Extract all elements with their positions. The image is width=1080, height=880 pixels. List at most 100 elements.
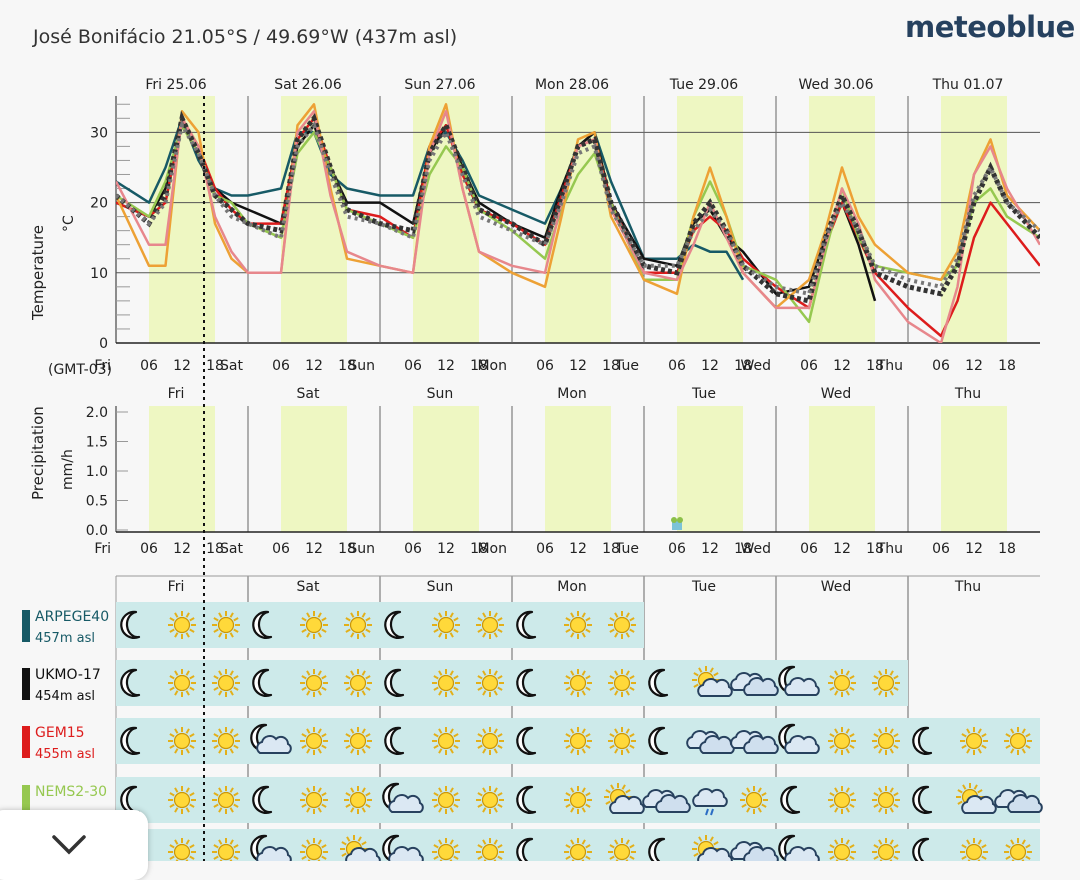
sun-icon — [872, 786, 900, 814]
moon-cloud-icon — [382, 782, 424, 813]
hour-tick-label: 06 — [668, 358, 686, 374]
sun-icon — [432, 669, 460, 697]
hour-tick-label: 06 — [536, 541, 554, 557]
moon-icon — [912, 785, 933, 814]
moon-icon — [120, 726, 141, 755]
axis-labels: 0 10 20 30 Fri 25.06 Sat 26.06 Sun 27.06 Mon 28… — [22, 77, 1016, 861]
sun-icon — [872, 838, 900, 861]
hour-tick-label: 18 — [602, 358, 620, 374]
hour-day-label: Wed — [740, 541, 771, 557]
sun-cloud-icon — [604, 783, 645, 814]
moon-icon — [384, 668, 405, 697]
moon-cloud-icon — [250, 723, 292, 754]
hour-tick-label: 12 — [965, 358, 983, 374]
hour-tick-label: 06 — [272, 358, 290, 374]
hour-tick-label: 18 — [866, 358, 884, 374]
hour-tick-label: 12 — [305, 358, 323, 374]
moon-icon — [120, 668, 141, 697]
sun-icon — [608, 669, 636, 697]
hour-tick-label: 12 — [437, 358, 455, 374]
hour-tick-label: 12 — [305, 541, 323, 557]
day-date-label: Sun 27.06 — [404, 77, 475, 93]
sun-icon — [740, 786, 768, 814]
temperature-tick-label: 30 — [90, 125, 108, 141]
hour-day-label: Thu — [876, 541, 903, 557]
moon-icon — [252, 668, 273, 697]
sun-icon — [212, 669, 240, 697]
hour-tick-label: 18 — [206, 541, 224, 557]
hour-day-label: Mon — [477, 541, 507, 557]
hour-tick-label: 18 — [206, 358, 224, 374]
sun-icon — [432, 838, 460, 861]
hour-day-label: Wed — [740, 358, 771, 374]
sun-icon — [476, 786, 504, 814]
moon-icon — [516, 785, 537, 814]
sun-icon — [300, 727, 328, 755]
day-label: Mon — [557, 386, 587, 402]
clouds-icon — [730, 841, 779, 861]
clouds-icon — [642, 789, 691, 813]
sun-icon — [608, 838, 636, 861]
hour-day-label: Sun — [348, 358, 375, 374]
sun-icon — [212, 611, 240, 639]
chevron-down-icon — [52, 835, 86, 855]
moon-cloud-icon — [778, 834, 820, 861]
hour-tick-label: 18 — [998, 358, 1016, 374]
hour-tick-label: 06 — [272, 541, 290, 557]
temperature-axis-title: Temperature — [29, 225, 47, 321]
moon-cloud-icon — [778, 723, 820, 754]
hour-tick-label: 12 — [701, 541, 719, 557]
hour-tick-label: 18 — [866, 541, 884, 557]
sun-icon — [300, 669, 328, 697]
sun-icon — [432, 786, 460, 814]
day-label: Fri — [168, 386, 185, 402]
moon-icon — [516, 668, 537, 697]
daylight-band — [413, 406, 479, 532]
sun-icon — [168, 786, 196, 814]
hour-tick-label: 06 — [800, 358, 818, 374]
sun-icon — [828, 838, 856, 861]
daylight-band — [281, 96, 347, 343]
hour-tick-label: 06 — [536, 358, 554, 374]
sun-icon — [960, 727, 988, 755]
precipitation-unit: mm/h — [60, 449, 76, 490]
hour-tick-label: 12 — [173, 541, 191, 557]
sun-icon — [872, 669, 900, 697]
sun-icon — [960, 838, 988, 861]
clouds-icon — [730, 730, 779, 754]
model-name: UKMO-17 — [35, 667, 101, 683]
sun-icon — [872, 727, 900, 755]
day-label: Tue — [691, 579, 716, 595]
collapse-button[interactable] — [0, 810, 148, 880]
clouds-icon — [730, 672, 779, 696]
day-date-label: Fri 25.06 — [145, 77, 206, 93]
precipitation-bars — [671, 516, 683, 530]
meteoblue-logo[interactable]: meteoblue — [905, 10, 1075, 44]
moon-icon — [384, 610, 405, 639]
hour-tick-label: 12 — [569, 541, 587, 557]
sun-icon — [168, 838, 196, 861]
moon-icon — [912, 726, 933, 755]
hour-tick-label: 06 — [800, 541, 818, 557]
sun-cloud-icon — [340, 835, 381, 861]
sun-icon — [168, 611, 196, 639]
location-title: José Bonifácio 21.05°S / 49.69°W (437m a… — [33, 26, 458, 48]
hour-tick-label: 18 — [338, 541, 356, 557]
temperature-series — [116, 103, 1040, 343]
model-color-swatch — [22, 668, 30, 700]
clouds-icon — [686, 730, 735, 754]
model-elevation: 454m asl — [35, 689, 95, 704]
daylight-band — [149, 406, 215, 532]
hour-tick-label: 12 — [437, 541, 455, 557]
day-label: Fri — [168, 579, 185, 595]
sun-icon — [608, 611, 636, 639]
sun-icon — [564, 838, 592, 861]
hour-tick-label: 12 — [701, 358, 719, 374]
sun-icon — [564, 786, 592, 814]
moon-cloud-icon — [382, 834, 424, 861]
moon-icon — [648, 668, 669, 697]
hour-tick-label: 06 — [668, 541, 686, 557]
day-label: Sun — [427, 579, 454, 595]
precipitation-bar — [672, 519, 682, 530]
daylight-band — [281, 406, 347, 532]
